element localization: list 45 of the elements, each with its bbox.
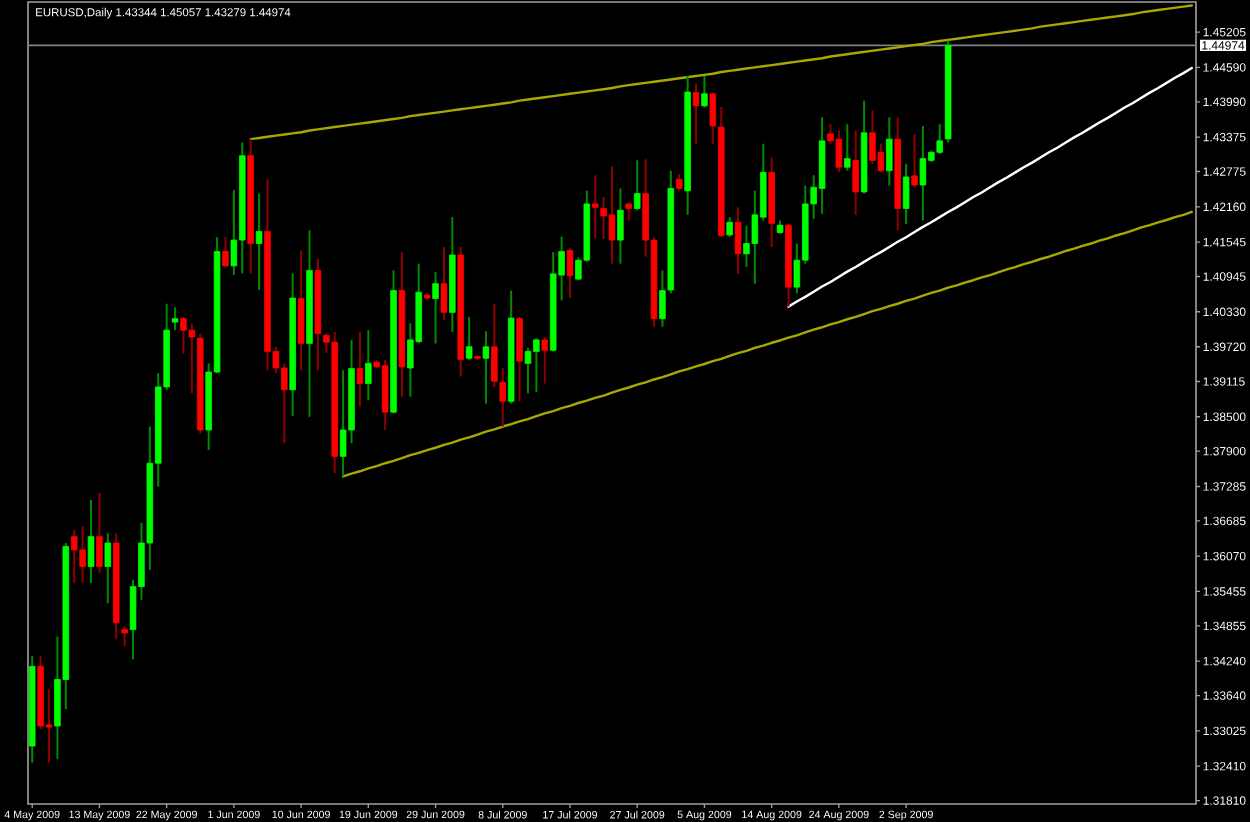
candlestick [844, 123, 851, 172]
candlestick [255, 192, 263, 291]
candlestick [608, 165, 616, 265]
candlestick [79, 525, 86, 585]
candlestick [365, 329, 372, 402]
candlestick [491, 302, 498, 388]
candlestick [339, 369, 347, 478]
candlestick [297, 249, 305, 372]
candlestick [902, 162, 910, 226]
candlestick [180, 315, 187, 355]
candlestick [625, 201, 633, 222]
candlestick [432, 271, 439, 345]
candlestick [222, 236, 229, 269]
candlestick [524, 346, 532, 395]
candlestick [121, 625, 128, 648]
candlestick [96, 492, 103, 574]
candlestick [734, 206, 742, 275]
candlestick [617, 187, 624, 265]
candlestick [919, 124, 927, 222]
candlestick [869, 109, 876, 165]
candlestick [886, 116, 893, 187]
candlestick [692, 83, 700, 145]
candlestick [936, 123, 943, 156]
candlestick [701, 75, 708, 109]
candlestick [726, 216, 733, 239]
candlestick [171, 306, 179, 332]
candlestick [104, 532, 112, 605]
candlestick [70, 528, 78, 585]
candlestick [541, 336, 549, 385]
candlestick [465, 315, 473, 361]
candlestick [911, 132, 918, 189]
candlestick [440, 245, 448, 322]
candlestick [852, 129, 859, 216]
candlestick [516, 315, 523, 403]
candlestick [381, 358, 389, 431]
candlestick [818, 116, 826, 215]
candlestick [633, 159, 641, 212]
candlestick [87, 498, 95, 585]
candlestick [835, 129, 843, 174]
candlestick [356, 330, 364, 408]
candlestick [188, 322, 196, 395]
candlestick [591, 174, 599, 240]
candlestick [482, 330, 490, 405]
candlestick [499, 367, 507, 428]
candlestick [566, 247, 574, 300]
